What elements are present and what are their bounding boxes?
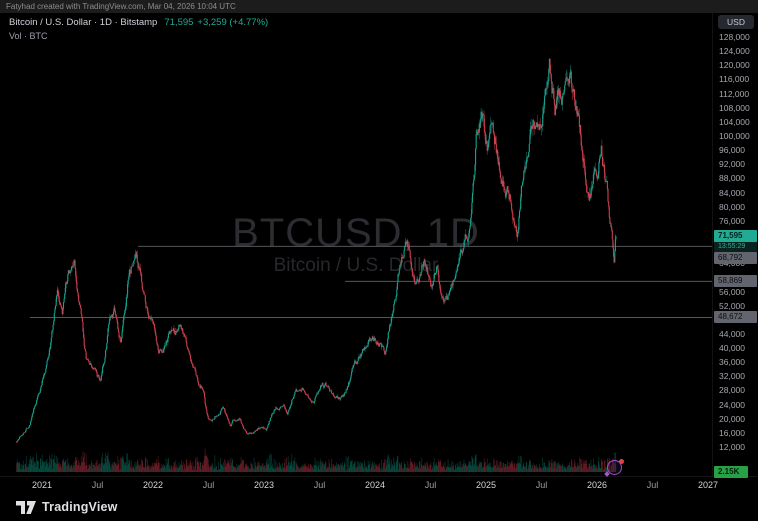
time-tick: Jul <box>313 480 326 490</box>
volume-value-label: 2.15K <box>714 466 748 478</box>
time-tick: Jul <box>91 480 104 490</box>
price-tick: 40,000 <box>719 343 745 353</box>
last-price-label-block: 71,595 13:55:29 <box>714 230 757 253</box>
price-tick: 92,000 <box>719 159 745 170</box>
price-tick: 116,000 <box>719 74 750 85</box>
price-tick: 28,000 <box>719 385 745 396</box>
line-price-label: 68,792 <box>714 252 757 265</box>
price-tick: 36,000 <box>719 357 745 368</box>
time-tick: Jul <box>202 480 215 490</box>
legend-symbol-row[interactable]: Bitcoin / U.S. Dollar · 1D · Bitstamp 71,… <box>9 17 268 28</box>
price-tick: 120,000 <box>719 60 750 71</box>
time-tick: Jul <box>646 480 659 490</box>
price-tick: 52,000 <box>719 300 745 311</box>
price-tick: 32,000 <box>719 371 745 382</box>
line-price-label: 48,672 <box>714 311 757 324</box>
price-tick: 80,000 <box>719 201 745 212</box>
price-axis[interactable]: USD 128,000 124,000 120,000 116,000 112,000 1… <box>712 13 758 478</box>
legend-change: +3,259 (+4.77%) <box>197 17 269 28</box>
time-tick: 2027 <box>697 480 719 490</box>
legend-last-price: 71,595 <box>164 17 194 28</box>
legend-symbol-text: Bitcoin / U.S. Dollar · 1D · Bitstamp <box>9 17 158 28</box>
price-tick: 84,000 <box>719 187 745 198</box>
price-tick: 124,000 <box>719 46 750 57</box>
price-tick: 104,000 <box>719 116 750 127</box>
price-tick: 76,000 <box>719 215 745 226</box>
time-tick: 2021 <box>31 480 53 490</box>
tradingview-logo[interactable]: TradingView <box>16 500 118 514</box>
last-price-label: 71,595 <box>714 230 757 243</box>
event-notification-dot <box>618 459 624 464</box>
time-axis[interactable]: 2021 Jul 2022 Jul 2023 Jul 2024 Jul 2025 Jul 2026 J… <box>0 476 758 493</box>
price-tick: 56,000 <box>719 286 745 297</box>
candlestick-chart[interactable] <box>0 13 712 476</box>
symbol-legend[interactable]: Bitcoin / U.S. Dollar · 1D · Bitstamp 71,… <box>9 17 268 41</box>
price-tick: 108,000 <box>719 102 750 113</box>
time-tick: 2025 <box>475 480 497 490</box>
price-tick: 12,000 <box>719 442 745 452</box>
attribution-bar: Fatyhad created with TradingView.com, Ma… <box>0 0 758 13</box>
timeline-event-icon[interactable] <box>603 459 624 477</box>
price-tick: 96,000 <box>719 145 745 156</box>
chart-pane[interactable]: BTCUSD, 1D Bitcoin / U.S. Dollar Bitcoin… <box>0 13 712 477</box>
price-tick: 88,000 <box>719 173 745 184</box>
price-tick: 24,000 <box>719 399 745 410</box>
bar-countdown-label: 13:55:29 <box>714 242 757 253</box>
time-tick: Jul <box>535 480 548 490</box>
attribution-text: Fatyhad created with TradingView.com, Ma… <box>6 2 236 11</box>
time-tick: 2023 <box>253 480 275 490</box>
price-tick: 16,000 <box>719 427 745 438</box>
price-tick: 20,000 <box>719 413 745 424</box>
time-tick: 2026 <box>586 480 608 490</box>
price-tick: 44,000 <box>719 328 745 339</box>
price-tick: 128,000 <box>719 32 750 42</box>
time-tick: Jul <box>424 480 437 490</box>
time-tick: 2024 <box>364 480 386 490</box>
tradingview-wordmark: TradingView <box>42 500 118 514</box>
currency-toggle-button[interactable]: USD <box>718 15 754 29</box>
price-tick: 112,000 <box>719 88 750 99</box>
tradingview-logo-icon <box>16 500 36 514</box>
legend-volume-row[interactable]: Vol · BTC <box>9 31 48 41</box>
time-tick: 2022 <box>142 480 164 490</box>
footer-bar: TradingView <box>0 493 758 521</box>
line-price-label: 58,869 <box>714 275 757 288</box>
price-tick: 100,000 <box>719 131 750 141</box>
